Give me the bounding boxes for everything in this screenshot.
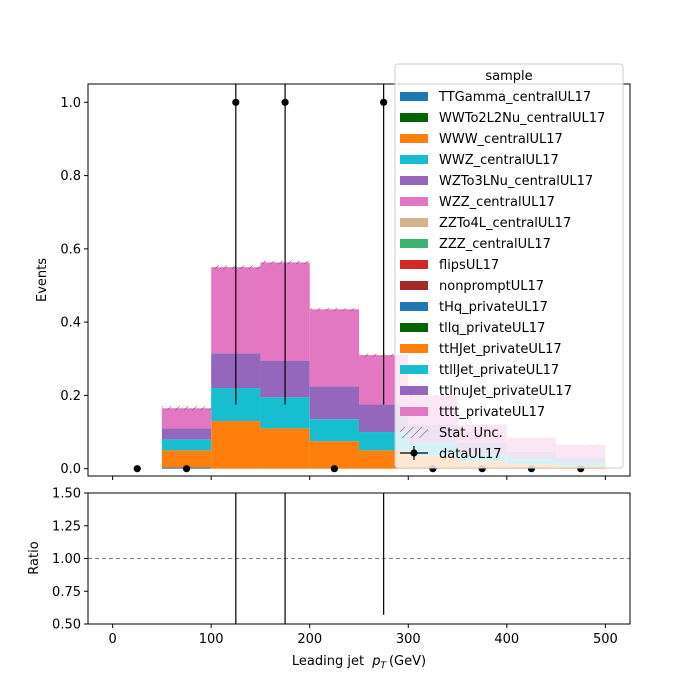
legend-swatch [400,113,428,122]
stat-unc-hatch-bin-1 [161,406,212,411]
legend-label: dataUL17 [439,447,502,462]
legend-swatch [400,176,428,185]
data-point [232,98,240,106]
y-tick-label: 0.2 [60,389,81,404]
y-tick-label: 0.0 [60,462,81,477]
legend-swatch [400,344,428,353]
bar-WZTo3LNu_centralUL17-bin-4 [309,386,359,420]
legend-swatch [400,323,428,332]
legend-label: Stat. Unc. [439,426,503,441]
legend-label: ttllJet_privateUL17 [439,363,559,378]
y-tick-label: 0.8 [60,169,81,184]
ratio-y-tick-label: 1.00 [52,552,81,567]
data-point [133,465,141,473]
legend-swatch [400,407,428,416]
bar-WWW_centralUL17-bin-1 [161,450,212,468]
x-tick-label: 300 [396,632,421,647]
legend-label: tttt_privateUL17 [439,405,545,420]
data-point [380,98,388,106]
legend-swatch [400,197,428,206]
legend-swatch [400,92,428,101]
legend-swatch [400,281,428,290]
ratio-y-tick-label: 0.75 [52,585,81,600]
legend-label: ttlnuJet_privateUL17 [439,384,572,399]
bar-WWW_centralUL17-bin-2 [211,421,261,469]
legend-label: nonpromptUL17 [439,279,544,294]
legend-swatch [400,365,428,374]
legend-label: WWW_centralUL17 [439,132,563,147]
ratio-plot-frame [87,492,631,625]
bar-WZTo3LNu_centralUL17-bin-1 [161,428,212,440]
bar-WWZ_centralUL17-bin-1 [161,439,212,451]
bar-WWZ_centralUL17-bin-4 [309,419,359,442]
ratio-y-axis-label: Ratio [27,541,42,574]
main-plot-frame [87,83,631,477]
legend-title: sample [485,69,532,84]
legend-label: ZZTo4L_centralUL17 [439,216,571,231]
y-tick-label: 0.4 [60,316,81,331]
legend-swatch [400,239,428,248]
legend-label: TTGamma_centralUL17 [438,90,591,105]
x-tick-label: 500 [593,632,618,647]
legend-label: ttHJet_privateUL17 [439,342,562,357]
legend-label: WZZ_centralUL17 [439,195,555,210]
bar-WZZ_centralUL17-bin-4 [309,309,359,387]
y-tick-label: 1.0 [60,96,81,111]
legend-swatch [400,260,428,269]
bar-WZZ_centralUL17-bin-1 [161,408,212,429]
x-tick-label: 100 [199,632,224,647]
legend-label: WWTo2L2Nu_centralUL17 [439,111,605,126]
legend-label: tHq_privateUL17 [439,300,548,315]
data-point [330,465,338,473]
x-tick-label: 200 [297,632,322,647]
ratio-plot-panel: 0.50 0.75 1.00 1.25 1.50 0 100 200 300 400 500 Ra… [27,487,631,671]
ratio-y-tick-label: 1.50 [52,487,81,502]
ratio-y-tick-label: 0.50 [52,618,81,633]
legend-swatch [400,386,428,395]
ratio-y-tick-label: 1.25 [52,519,81,534]
legend: sample TTGamma_centralUL17 WWTo2L2Nu_cent… [394,63,624,469]
x-axis-label: Leading jet pT (GeV) [292,654,426,671]
legend-label: WZTo3LNu_centralUL17 [439,174,593,189]
legend-label: flipsUL17 [439,258,499,273]
legend-stat-unc-swatch [400,427,428,438]
data-point [182,465,191,473]
legend-box [394,63,624,469]
legend-label: WWZ_centralUL17 [439,153,559,168]
legend-swatch [400,302,428,311]
legend-label: ZZZ_centralUL17 [439,237,551,252]
data-point [281,98,289,106]
y-tick-label: 0.6 [60,242,81,257]
y-axis-label: Events [35,258,50,302]
legend-swatch [400,134,428,143]
x-tick-label: 400 [494,632,519,647]
x-tick-label: 0 [108,632,116,647]
legend-swatch [400,218,428,227]
bar-WWW_centralUL17-bin-3 [260,428,310,469]
legend-swatch [400,155,428,164]
stat-unc-hatch-bin-4 [309,307,359,311]
bar-WWW_centralUL17-bin-4 [309,441,359,469]
legend-data-marker [410,449,418,457]
legend-label: tllq_privateUL17 [439,321,545,336]
